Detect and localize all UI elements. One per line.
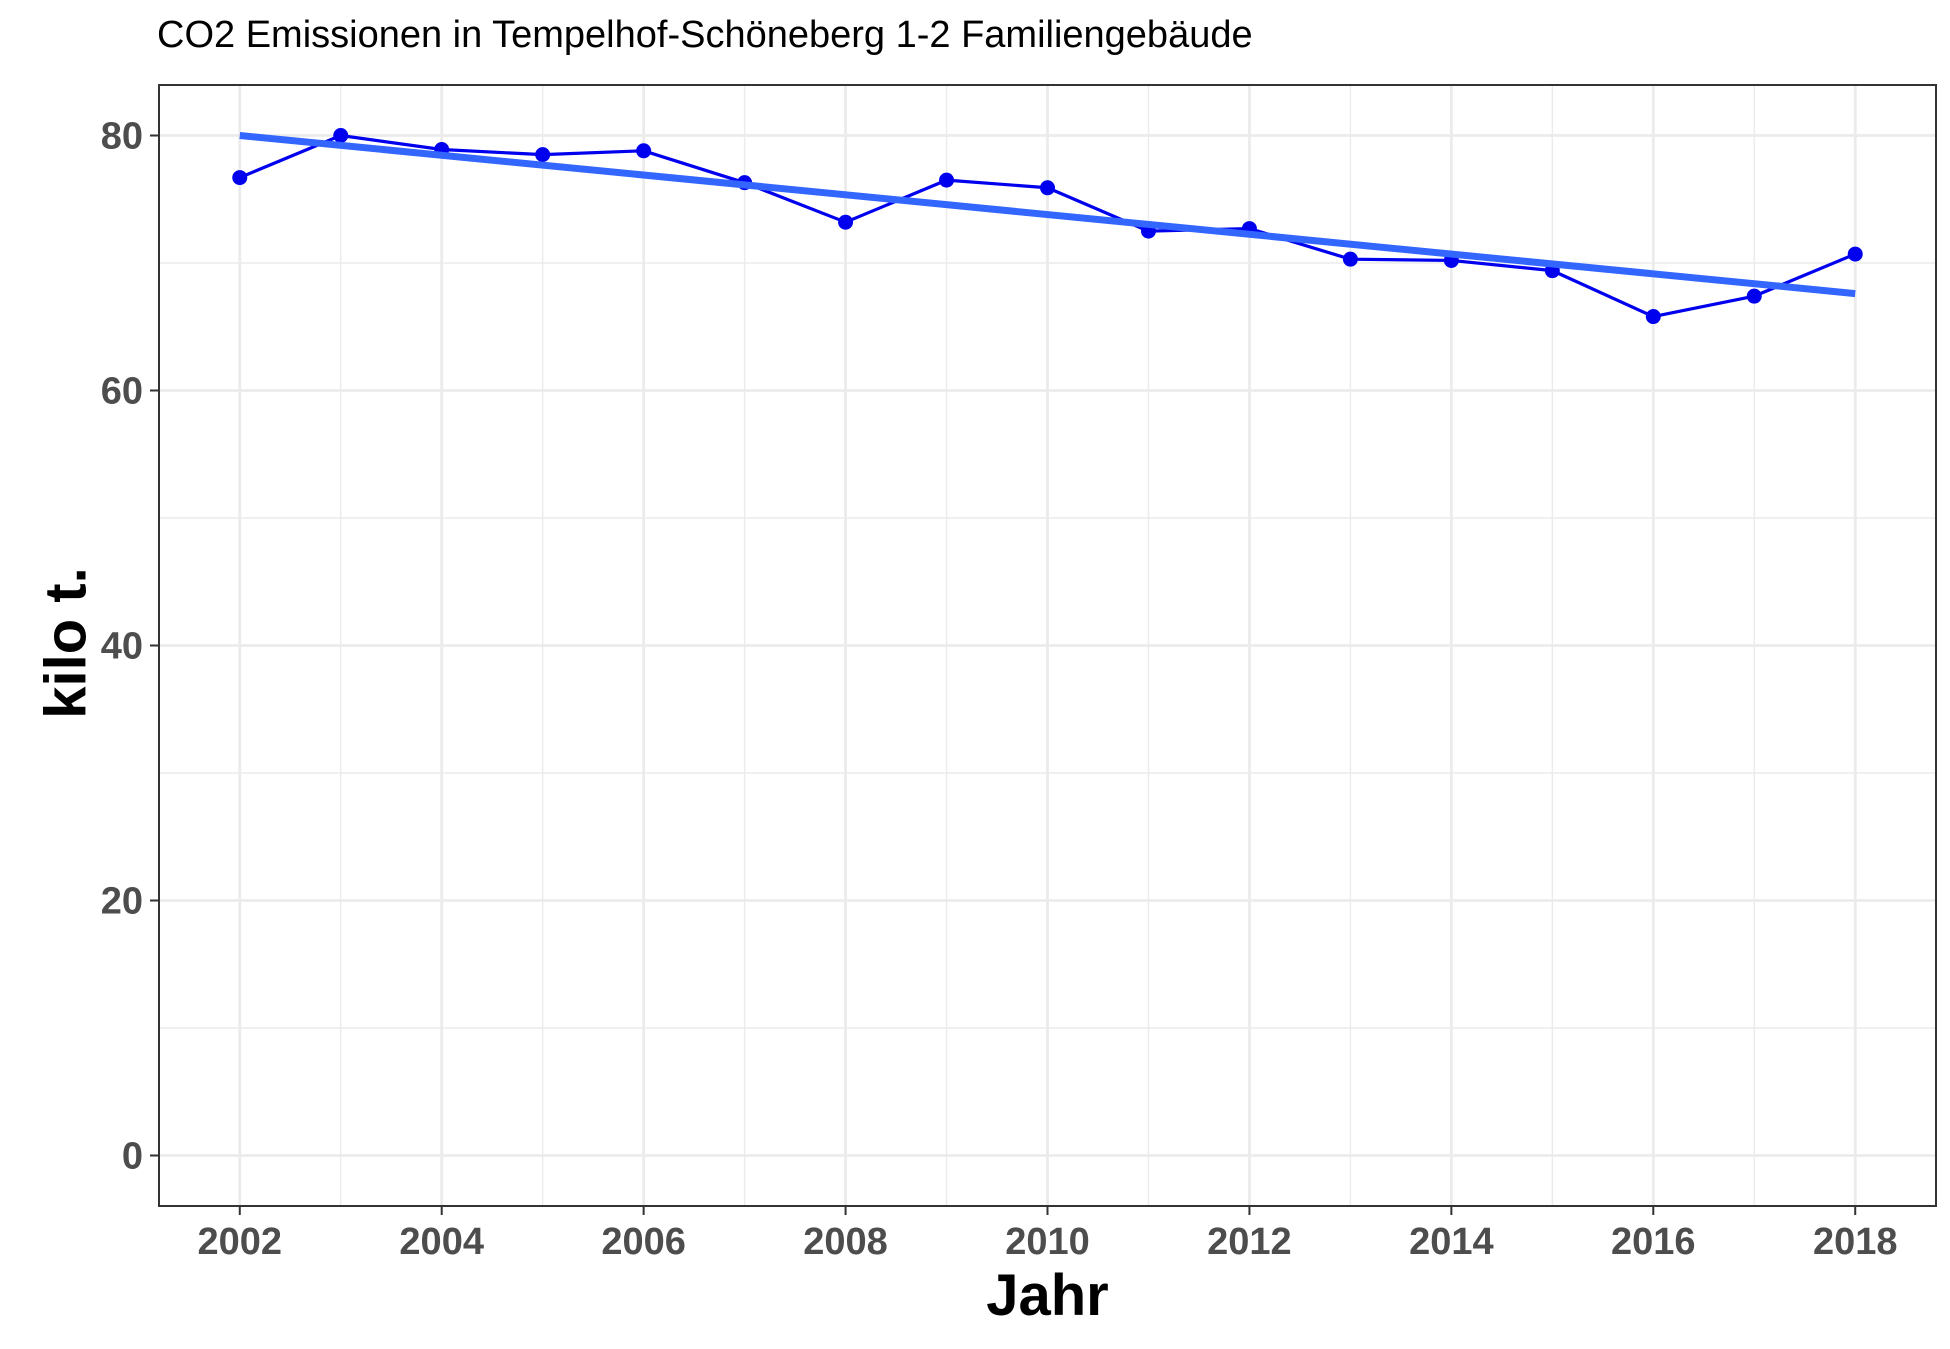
data-point [636, 143, 652, 159]
data-point [939, 172, 955, 188]
x-tick-label: 2008 [803, 1221, 888, 1263]
x-tick-label: 2014 [1409, 1221, 1494, 1263]
x-tick-label: 2010 [1005, 1221, 1090, 1263]
x-tick-label: 2016 [1611, 1221, 1696, 1263]
x-tick-label: 2004 [399, 1221, 484, 1263]
x-tick-label: 2012 [1207, 1221, 1292, 1263]
x-tick-label: 2018 [1813, 1221, 1898, 1263]
y-tick-label: 60 [101, 370, 143, 412]
data-point [1342, 251, 1358, 267]
data-point [838, 214, 854, 230]
x-tick-label: 2002 [197, 1221, 282, 1263]
data-point [1847, 246, 1863, 262]
trend-line [239, 132, 1856, 298]
data-point [333, 127, 349, 143]
y-tick-label: 80 [101, 115, 143, 157]
data-point [535, 147, 551, 163]
y-axis-label: kilo t. [33, 567, 99, 719]
y-tick-label: 0 [122, 1136, 143, 1178]
data-point [1746, 288, 1762, 304]
chart-title: CO2 Emissionen in Tempelhof-Schöneberg 1… [157, 14, 1253, 56]
y-tick-label: 40 [101, 626, 143, 668]
x-tick-label: 2006 [601, 1221, 686, 1263]
data-point [1645, 309, 1661, 325]
x-axis-label: Jahr [986, 1263, 1109, 1328]
y-tick-label: 20 [101, 881, 143, 923]
data-point [1040, 180, 1055, 196]
data-point [232, 170, 248, 186]
